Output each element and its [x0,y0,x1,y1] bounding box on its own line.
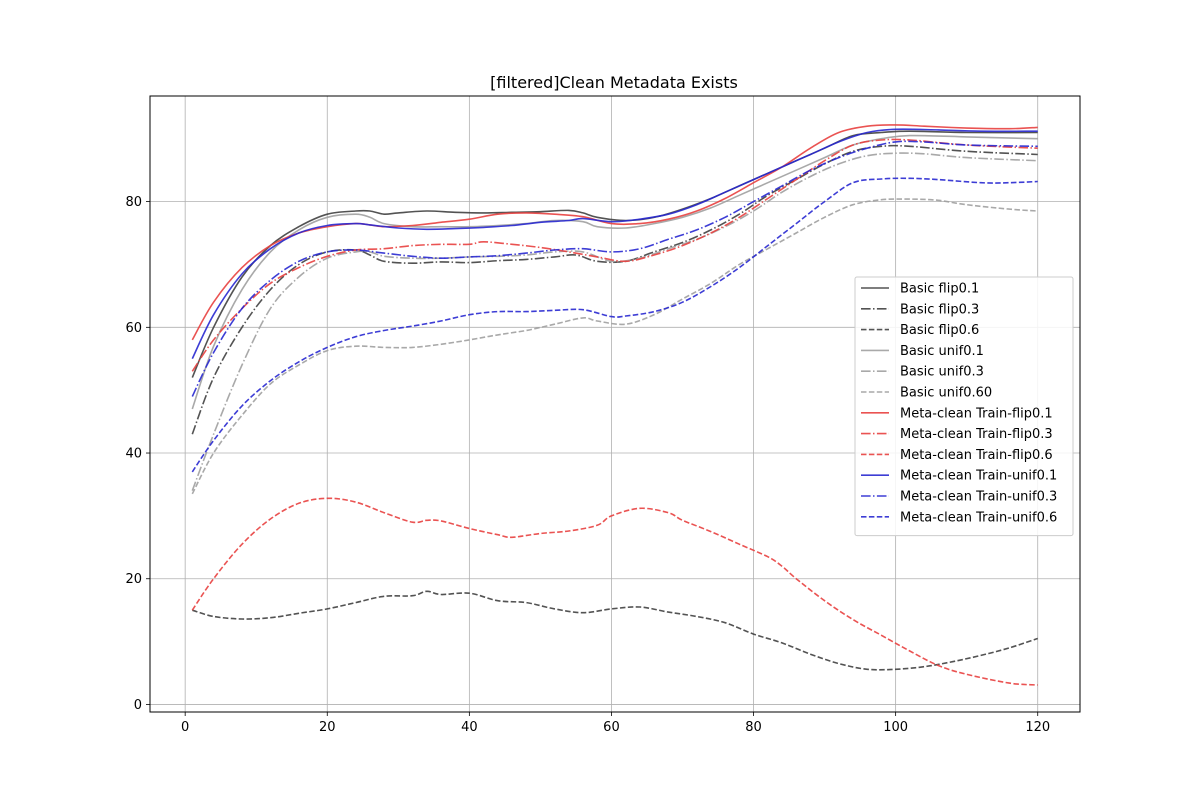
axis-ticks: 0 20 40 60 80 100 120 0 20 40 60 80 [125,195,1050,735]
series-line-meta-clean-train-flip0-3 [191,138,1038,372]
legend-label: Basic flip0.6 [900,323,979,338]
series-line-basic-unif0-3 [191,152,1038,491]
legend: Basic flip0.1 Basic flip0.3 Basic flip0.6 B… [854,276,1074,537]
legend-label: Meta-clean Train-unif0.6 [900,510,1057,525]
series-line-meta-clean-train-flip0-1 [191,124,1038,341]
series-line-basic-unif0-60 [191,198,1038,495]
y-tick-label: 40 [125,447,142,462]
series-line-meta-clean-train-unif0-3 [191,140,1038,397]
y-tick-label: 80 [125,195,142,210]
y-tick-label: 60 [125,321,142,336]
series-line-meta-clean-train-unif0-6 [191,177,1038,473]
series-line-basic-flip0-3 [191,144,1038,435]
legend-label: Meta-clean Train-flip0.1 [900,406,1053,421]
legend-label: Basic unif0.1 [900,344,984,359]
x-tick-label: 40 [461,720,478,735]
series-line-basic-flip0-6 [192,590,1038,671]
legend-label: Basic flip0.1 [900,282,979,297]
legend-label: Basic unif0.60 [900,386,992,401]
x-tick-label: 120 [1025,720,1050,735]
series-lines [191,124,1038,686]
y-tick-label: 20 [125,572,142,587]
x-tick-label: 0 [181,720,189,735]
x-tick-label: 80 [745,720,762,735]
legend-label: Basic flip0.3 [900,302,979,317]
chart-title: [filtered]Clean Metadata Exists [490,73,738,92]
legend-box [854,276,1074,537]
legend-label: Meta-clean Train-unif0.1 [900,469,1057,484]
x-tick-label: 20 [319,720,336,735]
series-line-meta-clean-train-unif0-1 [191,128,1038,360]
legend-label: Meta-clean Train-flip0.6 [900,448,1053,463]
series-line-meta-clean-train-flip0-6 [191,497,1038,686]
legend-label: Meta-clean Train-unif0.3 [900,490,1057,505]
y-tick-label: 0 [134,698,142,713]
x-tick-label: 100 [883,720,908,735]
legend-label: Meta-clean Train-flip0.3 [900,427,1053,442]
plot-frame [149,95,1081,713]
x-tick-label: 60 [603,720,620,735]
legend-label: Basic unif0.3 [900,365,984,380]
